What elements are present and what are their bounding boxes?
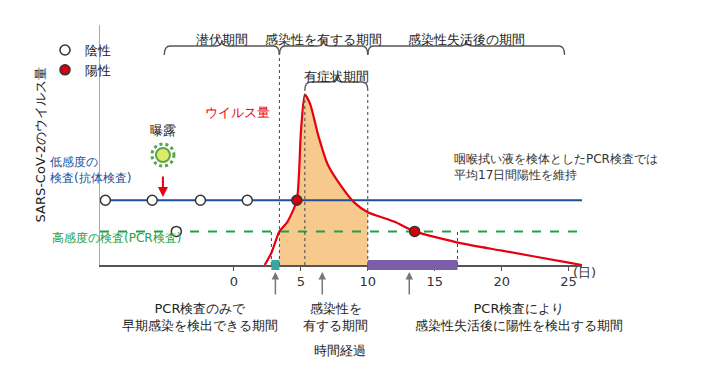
svg-text:感染性失活後の期間: 感染性失活後の期間 xyxy=(408,32,525,47)
svg-text:有症状期間: 有症状期間 xyxy=(304,69,369,84)
svg-text:25: 25 xyxy=(560,274,577,289)
svg-text:潜伏期間: 潜伏期間 xyxy=(196,32,248,47)
svg-text:曝露: 曝露 xyxy=(150,123,176,138)
svg-text:高感度の検査(PCR検査): 高感度の検査(PCR検査) xyxy=(52,231,181,245)
svg-text:10: 10 xyxy=(360,274,377,289)
svg-text:(日): (日) xyxy=(573,265,596,280)
svg-text:陽性: 陽性 xyxy=(85,63,111,78)
svg-text:陰性: 陰性 xyxy=(85,43,111,58)
svg-text:20: 20 xyxy=(493,274,510,289)
svg-text:低感度の検査(抗体検査): 低感度の検査(抗体検査) xyxy=(50,155,131,185)
svg-text:PCR検査により感染性失活後に陽性を検出する期間: PCR検査により感染性失活後に陽性を検出する期間 xyxy=(415,301,623,333)
svg-text:PCR検査のみで早期感染を検出できる期間: PCR検査のみで早期感染を検出できる期間 xyxy=(122,301,278,333)
svg-text:感染性を有する期間: 感染性を有する期間 xyxy=(265,32,382,47)
svg-text:時間経過: 時間経過 xyxy=(314,343,366,358)
svg-text:5: 5 xyxy=(297,274,305,289)
svg-text:15: 15 xyxy=(426,274,443,289)
svg-text:咽喉拭い液を検体としたPCR検査では平均17日間陽性を維持: 咽喉拭い液を検体としたPCR検査では平均17日間陽性を維持 xyxy=(454,152,658,182)
svg-text:0: 0 xyxy=(230,274,238,289)
svg-text:感染性を有する期間: 感染性を有する期間 xyxy=(303,301,368,333)
svg-text:ウイルス量: ウイルス量 xyxy=(205,105,270,120)
svg-text:SARS-CoV-2のウイルス量: SARS-CoV-2のウイルス量 xyxy=(33,67,48,223)
